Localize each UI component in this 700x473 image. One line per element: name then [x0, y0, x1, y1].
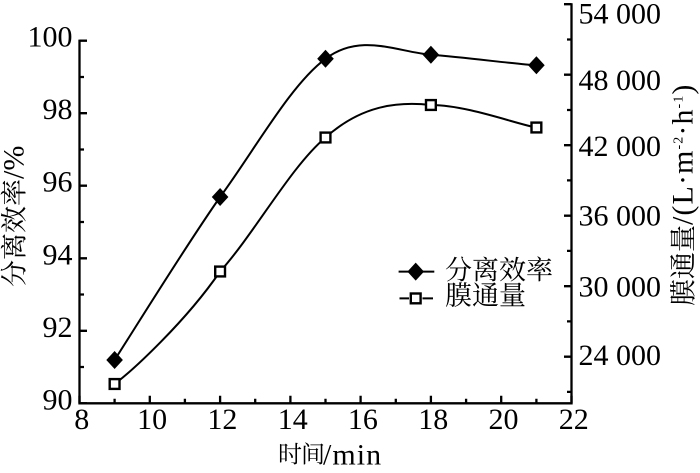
svg-text:36 000: 36 000: [579, 199, 662, 232]
svg-text:20: 20: [489, 403, 519, 436]
svg-text:94: 94: [43, 238, 73, 271]
svg-text:/min: /min: [323, 439, 382, 472]
svg-text:14: 14: [278, 403, 308, 436]
svg-text:/%: /%: [0, 146, 31, 179]
svg-text:96: 96: [43, 166, 73, 199]
svg-text:10: 10: [137, 403, 167, 436]
svg-text:8: 8: [74, 403, 89, 436]
svg-text:22: 22: [559, 403, 589, 436]
svg-text:90: 90: [43, 383, 73, 416]
svg-text:30 000: 30 000: [579, 270, 662, 303]
svg-text:24 000: 24 000: [579, 339, 662, 372]
svg-text:18: 18: [418, 403, 448, 436]
svg-text:42 000: 42 000: [579, 130, 662, 163]
svg-text:48 000: 48 000: [579, 64, 662, 97]
svg-text:100: 100: [28, 21, 73, 54]
svg-text:54 000: 54 000: [579, 0, 662, 31]
svg-text:16: 16: [348, 403, 378, 436]
svg-text:12: 12: [207, 403, 237, 436]
svg-text:92: 92: [43, 311, 73, 344]
svg-text:98: 98: [43, 93, 73, 126]
